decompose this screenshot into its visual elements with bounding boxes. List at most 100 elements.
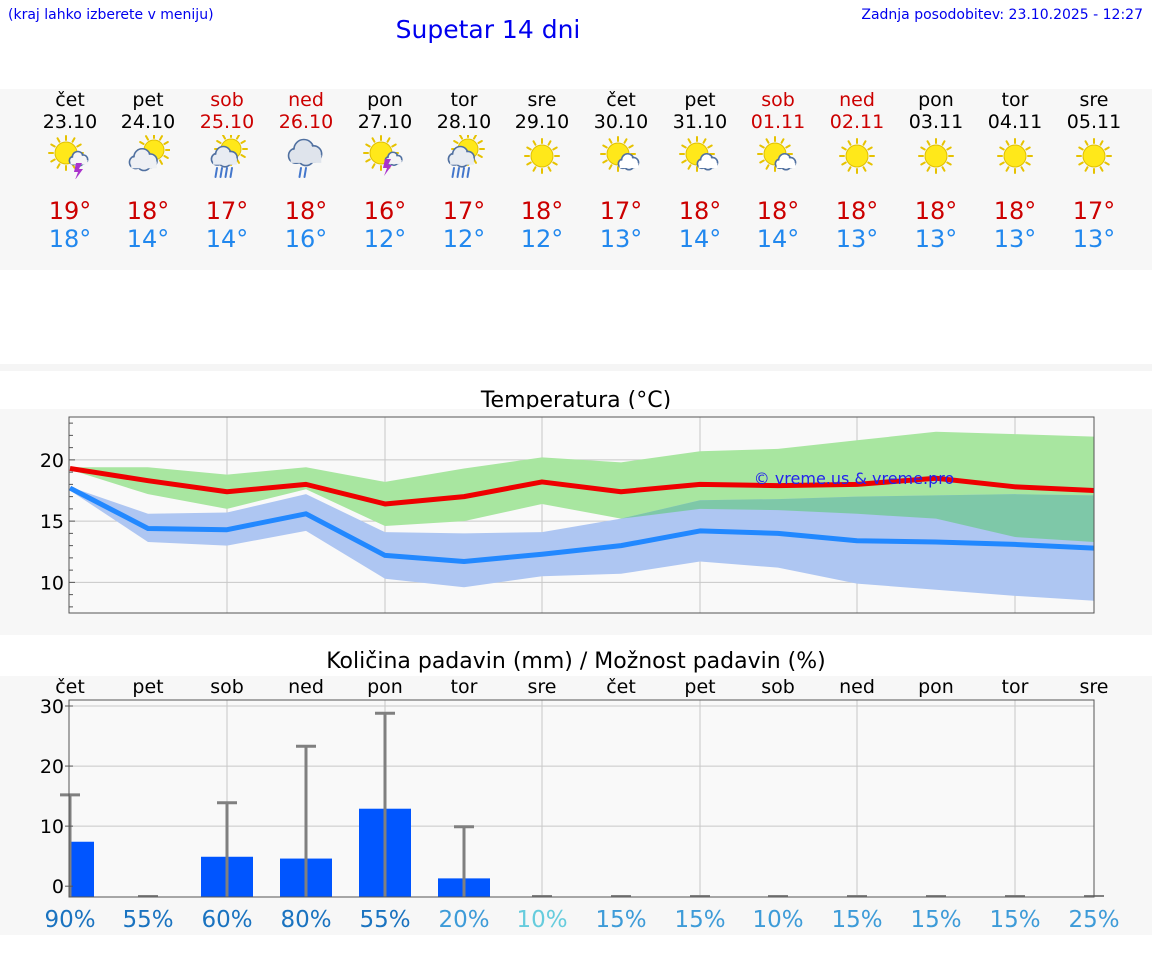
min-temp: 12° bbox=[442, 225, 486, 253]
watermark: © vreme.us & vreme.pro bbox=[754, 469, 955, 488]
day-name: sob bbox=[761, 89, 795, 111]
day-name: ned bbox=[288, 89, 324, 111]
sun-thunder-icon bbox=[363, 135, 403, 176]
x-day-label: sob bbox=[210, 676, 244, 698]
min-temp: 14° bbox=[756, 225, 800, 253]
day-column: ned 26.10 18° 16° bbox=[266, 89, 346, 270]
max-temp: 18° bbox=[914, 197, 958, 225]
day-date: 31.10 bbox=[672, 111, 728, 133]
day-column: pon 27.10 16° 12° bbox=[345, 89, 425, 270]
day-name: čet bbox=[606, 89, 636, 111]
y-tick-label: 20 bbox=[40, 450, 64, 472]
y-tick-label: 30 bbox=[40, 696, 64, 718]
precip-probability: 15% bbox=[595, 907, 646, 933]
max-temp: 18° bbox=[756, 197, 800, 225]
sun-small-cloud-icon bbox=[757, 136, 797, 172]
x-day-label: sob bbox=[761, 676, 795, 698]
min-temp: 13° bbox=[599, 225, 643, 253]
max-temp: 18° bbox=[520, 197, 564, 225]
day-column: tor 04.11 18° 13° bbox=[975, 89, 1055, 270]
sun-icon bbox=[1076, 138, 1112, 174]
y-tick-label: 10 bbox=[40, 572, 64, 594]
location-hint: (kraj lahko izberete v meniju) bbox=[8, 7, 214, 23]
x-day-label: pon bbox=[367, 676, 403, 698]
x-day-label: čet bbox=[606, 676, 636, 698]
max-temp: 16° bbox=[363, 197, 407, 225]
precip-probability: 55% bbox=[122, 907, 173, 933]
day-date: 03.11 bbox=[908, 111, 964, 133]
day-name: pet bbox=[132, 89, 164, 111]
day-date: 30.10 bbox=[593, 111, 649, 133]
min-temp: 18° bbox=[48, 225, 92, 253]
sun-small-cloud-icon bbox=[600, 136, 640, 172]
max-temp: 18° bbox=[284, 197, 328, 225]
min-temp: 14° bbox=[205, 225, 249, 253]
max-temp: 17° bbox=[442, 197, 486, 225]
day-date: 23.10 bbox=[42, 111, 98, 133]
max-temp: 18° bbox=[993, 197, 1037, 225]
day-name: pon bbox=[367, 89, 403, 111]
y-tick-label: 10 bbox=[40, 816, 64, 838]
sun-cloud-rain-icon bbox=[210, 135, 248, 178]
section-divider bbox=[0, 364, 1152, 371]
min-temp: 13° bbox=[1072, 225, 1116, 253]
precipitation-chart-title: Količina padavin (mm) / Možnost padavin … bbox=[326, 649, 826, 674]
max-temp: 18° bbox=[678, 197, 722, 225]
day-date: 25.10 bbox=[199, 111, 255, 133]
day-date: 05.11 bbox=[1066, 111, 1122, 133]
temperature-panel: 10 15 20 © vreme.us & vreme.pro bbox=[0, 409, 1152, 635]
precip-probability: 10% bbox=[752, 907, 803, 933]
precip-probability: 20% bbox=[438, 907, 489, 933]
precip-probability: 15% bbox=[910, 907, 961, 933]
day-column: sre 05.11 17° 13° bbox=[1054, 89, 1134, 270]
max-temp-line bbox=[69, 465, 1095, 507]
day-column: pet 31.10 18° 14° bbox=[660, 89, 740, 270]
plot-frame bbox=[68, 699, 1095, 898]
precip-probability: 15% bbox=[674, 907, 725, 933]
day-column: tor 28.10 17° 12° bbox=[424, 89, 504, 270]
y-tick-label: 15 bbox=[40, 511, 64, 533]
day-column: pet 24.10 18° 14° bbox=[108, 89, 188, 270]
day-column: sob 01.11 18° 14° bbox=[738, 89, 818, 270]
x-day-label: tor bbox=[1002, 676, 1029, 698]
day-column: sre 29.10 18° 12° bbox=[502, 89, 582, 270]
precip-probability: 55% bbox=[359, 907, 410, 933]
sun-cloud-rain-icon bbox=[447, 135, 485, 178]
precip-probability: 80% bbox=[280, 907, 331, 933]
min-temp: 13° bbox=[993, 225, 1037, 253]
day-date: 24.10 bbox=[120, 111, 176, 133]
precip-probability: 60% bbox=[201, 907, 252, 933]
day-date: 02.11 bbox=[829, 111, 885, 133]
x-day-label: pet bbox=[132, 676, 163, 698]
precipitation-panel: čet pet sob ned pon tor sre čet pet sob ned pon tor s… bbox=[0, 676, 1152, 935]
day-date: 01.11 bbox=[750, 111, 806, 133]
daily-forecast-strip: čet 23.10 19° 18° pet 24.10 18° 14° sob 25.10 17° 1… bbox=[0, 89, 1152, 270]
x-day-label: ned bbox=[288, 676, 324, 698]
sun-icon bbox=[524, 138, 560, 174]
plot-frame bbox=[68, 416, 1095, 614]
day-name: sre bbox=[1079, 89, 1109, 111]
day-column: čet 30.10 17° 13° bbox=[581, 89, 661, 270]
day-name: čet bbox=[55, 89, 85, 111]
precip-probability: 15% bbox=[989, 907, 1040, 933]
min-temp: 14° bbox=[126, 225, 170, 253]
x-day-label: sre bbox=[1080, 676, 1109, 698]
day-name: pon bbox=[918, 89, 954, 111]
min-temp-line bbox=[68, 485, 1095, 565]
y-tick-label: 0 bbox=[52, 876, 64, 898]
cloud-rain-icon bbox=[287, 138, 323, 178]
min-temp: 12° bbox=[363, 225, 407, 253]
precip-probability: 10% bbox=[516, 907, 567, 933]
day-name: tor bbox=[450, 89, 478, 111]
day-date: 29.10 bbox=[514, 111, 570, 133]
max-temp: 17° bbox=[205, 197, 249, 225]
min-temp: 13° bbox=[835, 225, 879, 253]
day-name: ned bbox=[839, 89, 875, 111]
last-updated: Zadnja posodobitev: 23.10.2025 - 12:27 bbox=[861, 7, 1143, 23]
precip-probability: 25% bbox=[1068, 907, 1119, 933]
max-temp: 19° bbox=[48, 197, 92, 225]
max-temp: 18° bbox=[835, 197, 879, 225]
y-tick-label: 20 bbox=[40, 756, 64, 778]
precip-bar bbox=[69, 841, 94, 897]
sun-icon bbox=[918, 138, 954, 174]
